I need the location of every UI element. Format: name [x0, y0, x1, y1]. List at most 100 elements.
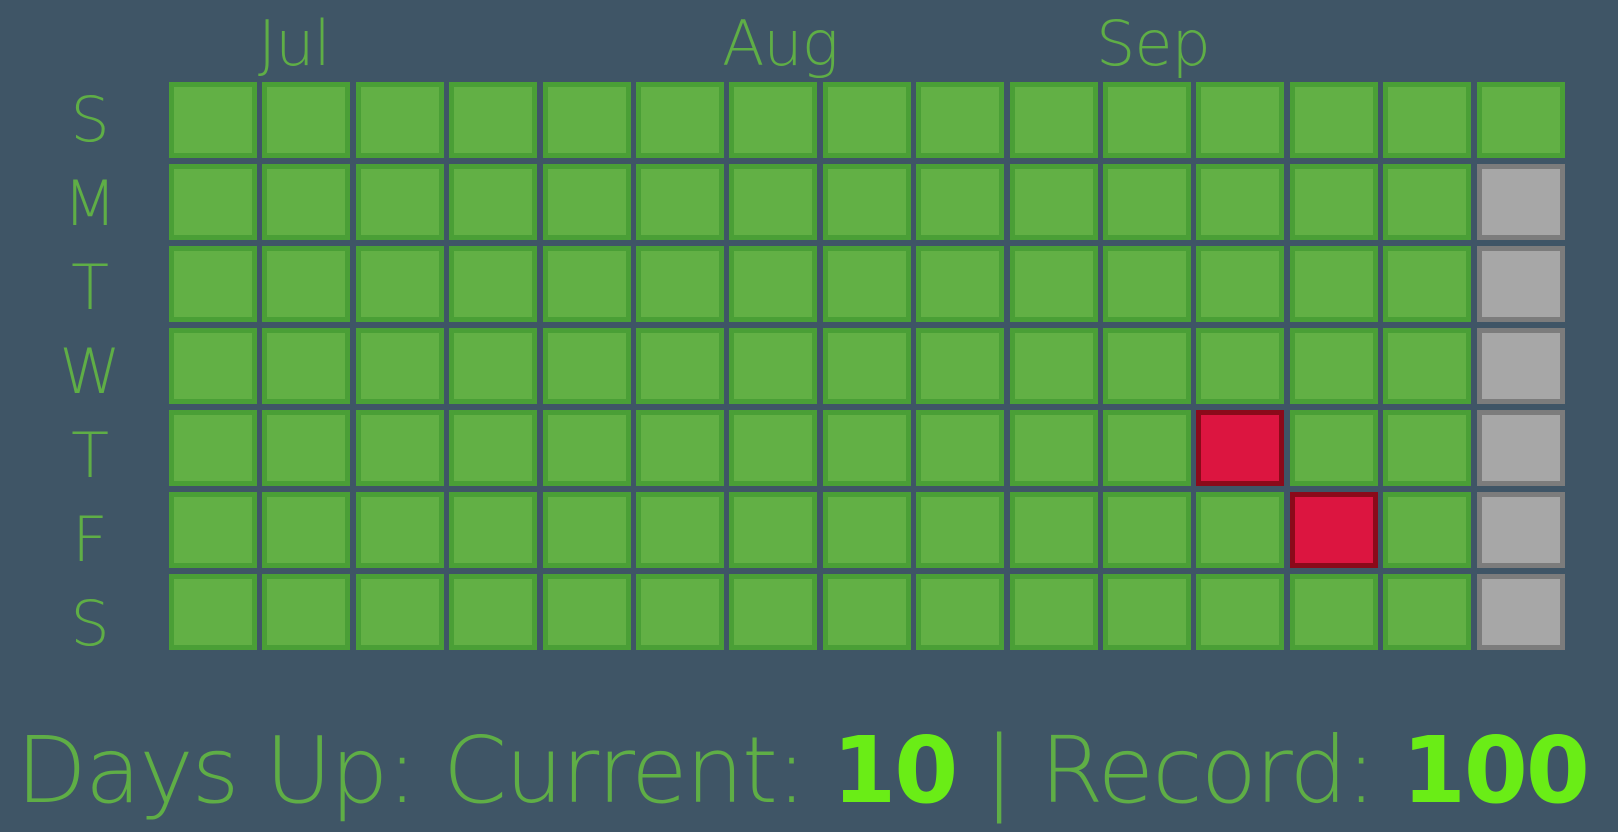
day-cell-up [729, 492, 817, 568]
day-cell-up [356, 492, 444, 568]
day-cell-up [543, 574, 631, 650]
day-cell-up [1196, 328, 1284, 404]
day-cell-up [1383, 82, 1471, 158]
day-cell-up [543, 410, 631, 486]
day-cell-up [823, 492, 911, 568]
day-cell-future [1477, 246, 1565, 322]
month-label-aug: Aug [722, 7, 839, 80]
weekday-label-saturday: S [70, 587, 110, 660]
current-streak-value: 10 [832, 717, 958, 824]
day-cell-up [1103, 574, 1191, 650]
day-cell-up [169, 82, 257, 158]
day-cell-future [1477, 410, 1565, 486]
day-cell-up [262, 574, 350, 650]
day-cell-up [823, 410, 911, 486]
day-cell-up [449, 574, 537, 650]
day-cell-miss [1196, 410, 1284, 486]
weekday-label-monday: M [63, 167, 117, 240]
day-cell-up [1010, 410, 1098, 486]
day-cell-up [356, 574, 444, 650]
day-cell-up [1383, 410, 1471, 486]
summary-prefix: Days Up: Current: [16, 717, 807, 824]
day-cell-up [543, 492, 631, 568]
day-cell-up [823, 328, 911, 404]
day-cell-up [916, 82, 1004, 158]
day-cell-up [1290, 164, 1378, 240]
day-cell-miss [1290, 492, 1378, 568]
day-cell-future [1477, 328, 1565, 404]
day-cell-up [543, 164, 631, 240]
day-cell-up [1290, 246, 1378, 322]
day-cell-up [262, 164, 350, 240]
weekday-label-friday: F [72, 503, 108, 576]
day-cell-up [262, 410, 350, 486]
day-cell-up [1103, 246, 1191, 322]
day-cell-up [1383, 492, 1471, 568]
day-cell-up [1196, 574, 1284, 650]
day-cell-up [636, 492, 724, 568]
day-cell-future [1477, 574, 1565, 650]
day-cell-up [1103, 328, 1191, 404]
day-cell-up [169, 246, 257, 322]
day-cell-up [169, 410, 257, 486]
day-cell-up [1010, 82, 1098, 158]
day-cell-up [916, 328, 1004, 404]
day-cell-future [1477, 492, 1565, 568]
summary-separator: | [983, 717, 1015, 824]
day-cell-up [1010, 492, 1098, 568]
day-cell-up [1010, 246, 1098, 322]
day-cell-up [449, 246, 537, 322]
weekday-label-thursday: T [71, 419, 109, 492]
day-cell-up [823, 164, 911, 240]
day-cell-up [916, 574, 1004, 650]
day-cell-up [262, 82, 350, 158]
day-cell-up [729, 82, 817, 158]
day-cell-up [636, 328, 724, 404]
day-cell-up [1383, 328, 1471, 404]
day-cell-up [636, 246, 724, 322]
record-streak-value: 100 [1401, 717, 1590, 824]
day-cell-up [1010, 574, 1098, 650]
day-cell-up [823, 574, 911, 650]
month-label-jul: Jul [258, 7, 331, 80]
day-cell-up [356, 328, 444, 404]
weekday-label-tuesday: T [71, 251, 109, 324]
day-cell-up [169, 164, 257, 240]
day-cell-future [1477, 164, 1565, 240]
day-cell-up [1103, 164, 1191, 240]
day-cell-up [356, 410, 444, 486]
day-cell-up [1290, 410, 1378, 486]
day-cell-up [262, 328, 350, 404]
uptime-grid [169, 82, 1601, 668]
day-cell-up [729, 574, 817, 650]
day-cell-up [449, 164, 537, 240]
day-cell-up [262, 246, 350, 322]
day-cell-up [169, 328, 257, 404]
day-cell-up [823, 246, 911, 322]
day-cell-up [449, 82, 537, 158]
day-cell-up [729, 164, 817, 240]
day-cell-up [449, 410, 537, 486]
day-cell-up [916, 492, 1004, 568]
day-cell-up [1010, 328, 1098, 404]
day-cell-up [1383, 246, 1471, 322]
day-cell-up [1383, 164, 1471, 240]
day-cell-up [356, 246, 444, 322]
day-cell-up [636, 410, 724, 486]
day-cell-up [916, 164, 1004, 240]
days-up-summary: Days Up: Current: 10 | Record: 100 [16, 716, 1590, 826]
day-cell-up [1196, 164, 1284, 240]
day-cell-up [1290, 574, 1378, 650]
day-cell-up [823, 82, 911, 158]
day-cell-up [543, 246, 631, 322]
day-cell-up [1196, 246, 1284, 322]
day-cell-up [729, 328, 817, 404]
day-cell-up [636, 574, 724, 650]
day-cell-up [1103, 410, 1191, 486]
day-cell-up [636, 82, 724, 158]
day-cell-up [1383, 574, 1471, 650]
day-cell-up [916, 246, 1004, 322]
weekday-label-sunday: S [70, 83, 110, 156]
day-cell-up [1477, 82, 1565, 158]
day-cell-up [543, 82, 631, 158]
